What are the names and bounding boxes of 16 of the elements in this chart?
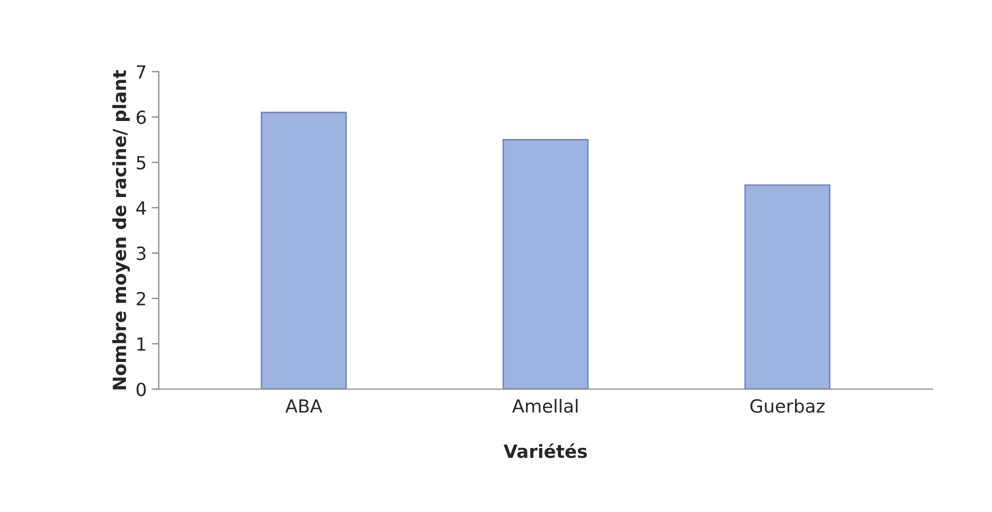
y-tick-label: 6 (136, 110, 146, 124)
y-tick-label: 0 (136, 382, 146, 396)
y-axis-title: Nombre moyen de racine/ plant (112, 70, 130, 390)
x-tick-label: Guerbaz (750, 398, 825, 413)
x-tick-label: Amellal (512, 398, 578, 413)
y-tick-label: 7 (136, 65, 146, 79)
y-tick-label: 4 (136, 201, 146, 215)
bar (744, 184, 830, 390)
y-tick-label: 5 (136, 156, 146, 170)
bar (502, 139, 589, 390)
y-tick-label: 3 (136, 246, 146, 260)
y-tick-label: 1 (137, 337, 146, 351)
x-axis-title: Variétés (504, 443, 587, 458)
bar (260, 112, 347, 390)
x-tick-label: ABA (285, 399, 322, 413)
y-tick-label: 2 (136, 292, 146, 306)
